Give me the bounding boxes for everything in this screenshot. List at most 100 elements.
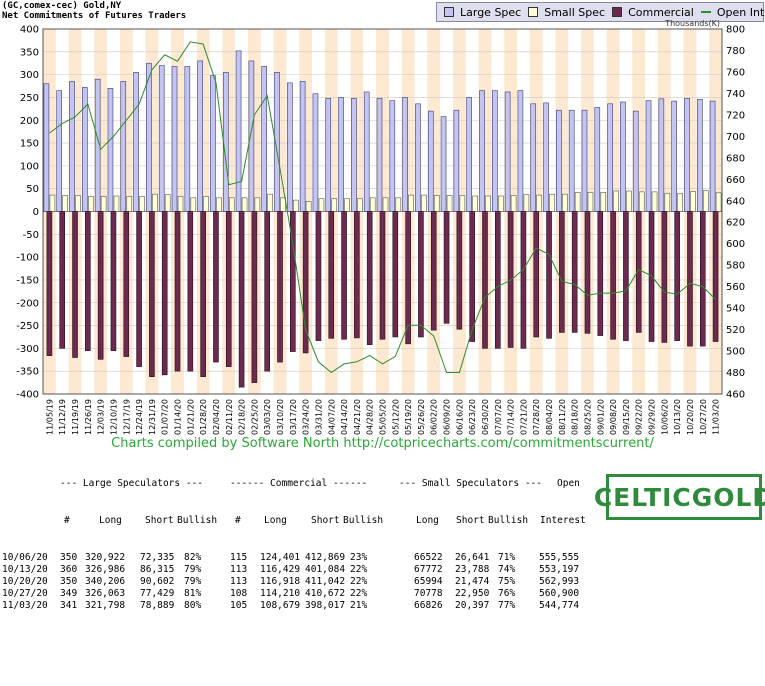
large-spec-bar xyxy=(504,91,511,212)
cm-bullish-cell: 22% xyxy=(350,588,368,600)
commercial-bar xyxy=(661,211,668,343)
x-tick-label: 04/21/20 xyxy=(353,399,362,435)
legend-item-large-spec[interactable]: Large Spec xyxy=(444,6,521,19)
oi-cell: 555,555 xyxy=(539,551,580,563)
x-tick-label: 07/14/20 xyxy=(507,399,516,435)
x-tick-label: 11/26/19 xyxy=(84,399,93,435)
left-tick-label: -300 xyxy=(16,344,39,355)
large-spec-bar xyxy=(517,90,524,212)
commercial-bar xyxy=(584,211,591,334)
small-spec-bar xyxy=(113,195,120,212)
small-spec-bar xyxy=(75,195,81,212)
commercial-bar xyxy=(187,211,194,372)
small-spec-bar xyxy=(702,190,709,212)
ls-bullish-cell: 81% xyxy=(184,588,202,600)
ss-short-cell: 26,641 xyxy=(455,551,490,563)
commercial-bar xyxy=(85,211,91,351)
header-oi: Interest xyxy=(540,515,586,526)
left-tick-label: -250 xyxy=(16,321,39,332)
x-tick-label: 08/11/20 xyxy=(558,399,567,435)
oi-cell: 560,900 xyxy=(539,588,580,600)
ss-long-cell: 67772 xyxy=(414,563,443,575)
commercial-bar xyxy=(469,211,475,342)
x-tick-label: 05/26/20 xyxy=(417,399,426,435)
header-cm-short: Short xyxy=(311,515,340,526)
large-spec-bar xyxy=(440,116,447,212)
x-tick-label: 01/28/20 xyxy=(199,399,208,435)
x-tick-label: 03/10/20 xyxy=(276,399,285,435)
cm-short-cell: 411,042 xyxy=(305,575,346,587)
large-spec-bar xyxy=(312,93,319,212)
small-spec-bar xyxy=(203,196,209,212)
large-spec-bar xyxy=(158,65,165,212)
large-spec-bar xyxy=(338,97,344,212)
x-tick-label: 04/14/20 xyxy=(340,399,349,435)
commercial-bar xyxy=(674,211,680,341)
x-tick-label: 04/28/20 xyxy=(366,399,375,435)
table-row: 10/13/20 360 326,986 86,315 79% 113 116,429 401… xyxy=(2,564,579,576)
legend-item-commercial[interactable]: Commercial xyxy=(612,6,694,19)
chart-subtitle: Net Commitments of Futures Traders xyxy=(2,11,187,21)
cm-count-cell: 113 xyxy=(230,575,248,587)
ls-long-cell: 321,798 xyxy=(85,600,126,612)
commercial-bar xyxy=(354,211,360,339)
chart-code-title: (GC,comex-cec) Gold,NY xyxy=(2,1,122,11)
small-spec-bar xyxy=(344,198,350,212)
small-spec-bar xyxy=(408,194,414,212)
small-spec-bar xyxy=(651,191,658,212)
right-tick-label: 520 xyxy=(726,325,745,336)
ss-short-cell: 20,397 xyxy=(455,600,490,612)
commercial-bar xyxy=(482,211,488,349)
large-spec-bar xyxy=(56,90,63,212)
right-tick-label: 540 xyxy=(726,304,745,315)
right-tick-label: 560 xyxy=(726,282,745,293)
cm-bullish-cell: 22% xyxy=(350,575,368,587)
large-spec-bar xyxy=(248,60,255,212)
commercial-bar xyxy=(366,211,373,346)
header-ls-long: Long xyxy=(99,515,122,526)
left-tick-label: -50 xyxy=(23,230,39,241)
commercial-bar xyxy=(72,211,78,358)
x-tick-label: 07/07/20 xyxy=(494,399,503,435)
large-spec-bar xyxy=(568,109,575,212)
commercial-bar xyxy=(110,211,117,351)
x-tick-label: 09/29/20 xyxy=(648,399,657,435)
large-spec-bar xyxy=(107,88,114,212)
right-tick-label: 760 xyxy=(726,67,745,78)
chart-credit: Charts compiled by Software North http:/… xyxy=(111,436,654,451)
commercial-bar xyxy=(251,211,258,383)
x-tick-label: 03/31/20 xyxy=(314,399,323,435)
right-tick-label: 720 xyxy=(726,110,745,121)
ls-bullish-cell: 82% xyxy=(184,551,202,563)
small-spec-bar xyxy=(459,195,466,212)
legend-label: Open Interest xyxy=(716,5,765,19)
commercial-bar xyxy=(392,211,399,338)
commercial-bar xyxy=(533,211,540,338)
header-ss-long: Long xyxy=(416,515,439,526)
x-tick-label: 09/01/20 xyxy=(596,399,605,435)
legend-item-open-interest[interactable]: Open Interest xyxy=(700,5,765,19)
right-tick-label: 680 xyxy=(726,153,745,164)
header-commercial-group: ------ Commercial ------ xyxy=(230,478,368,490)
cm-bullish-cell: 23% xyxy=(350,551,368,563)
small-spec-bar xyxy=(600,192,607,212)
header-ls-bullish: Bullish xyxy=(177,515,218,526)
left-tick-label: 50 xyxy=(26,184,39,195)
commercial-bar xyxy=(200,211,206,377)
large-spec-bar xyxy=(351,98,357,212)
small-spec-bar xyxy=(549,193,555,212)
header-cm-long: Long xyxy=(264,515,287,526)
header-small-group: --- Small Speculators --- xyxy=(399,478,542,490)
open-interest-swatch xyxy=(700,11,711,13)
ss-short-cell: 22,950 xyxy=(455,588,490,600)
large-spec-bar xyxy=(479,90,485,212)
date-cell: 11/03/20 xyxy=(2,600,48,612)
small-spec-bar xyxy=(638,191,645,212)
small-spec-bar xyxy=(690,191,696,212)
table-row: 10/27/20 349 326,063 77,429 81% 108 114,210 410… xyxy=(2,588,579,600)
small-spec-bar xyxy=(62,195,69,212)
x-tick-label: 05/05/20 xyxy=(379,399,388,435)
small-spec-bar xyxy=(498,195,504,212)
x-tick-label: 03/24/20 xyxy=(302,399,311,435)
legend-item-small-spec[interactable]: Small Spec xyxy=(528,6,605,19)
